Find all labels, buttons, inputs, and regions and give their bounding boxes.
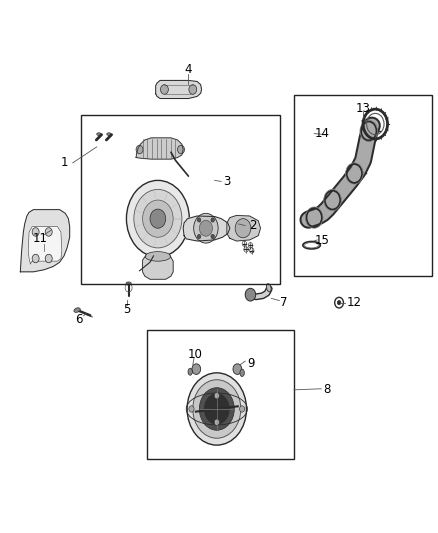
Polygon shape: [155, 80, 201, 99]
Circle shape: [193, 379, 241, 438]
Ellipse shape: [107, 133, 111, 135]
Text: 3: 3: [223, 175, 231, 188]
Bar: [294, 95, 432, 276]
Circle shape: [32, 254, 39, 263]
Circle shape: [160, 85, 168, 94]
Circle shape: [32, 228, 39, 236]
Polygon shape: [20, 209, 70, 272]
Text: 14: 14: [314, 127, 329, 140]
Ellipse shape: [240, 369, 244, 376]
Circle shape: [214, 419, 219, 425]
Circle shape: [240, 406, 245, 412]
Text: 9: 9: [247, 357, 255, 370]
Circle shape: [45, 254, 52, 263]
Polygon shape: [136, 138, 183, 159]
Text: 11: 11: [32, 232, 47, 245]
Circle shape: [199, 220, 212, 236]
Polygon shape: [28, 227, 62, 264]
Circle shape: [199, 387, 234, 430]
Circle shape: [235, 219, 251, 238]
Circle shape: [189, 406, 194, 412]
Polygon shape: [183, 216, 230, 241]
Circle shape: [214, 392, 219, 399]
Ellipse shape: [145, 252, 170, 261]
Circle shape: [198, 218, 201, 222]
Circle shape: [233, 364, 242, 374]
Circle shape: [127, 180, 189, 257]
Text: 4: 4: [185, 63, 192, 76]
Bar: [81, 115, 280, 284]
Bar: [147, 330, 294, 459]
Polygon shape: [143, 256, 173, 279]
Text: 2: 2: [250, 219, 257, 232]
Circle shape: [198, 235, 201, 239]
Circle shape: [150, 209, 166, 228]
Circle shape: [204, 393, 230, 425]
Circle shape: [211, 235, 215, 239]
Ellipse shape: [74, 308, 80, 312]
Circle shape: [187, 373, 247, 445]
Circle shape: [143, 200, 173, 237]
Text: 10: 10: [187, 348, 202, 361]
Circle shape: [337, 301, 341, 305]
Circle shape: [189, 85, 197, 94]
Circle shape: [192, 364, 201, 374]
Circle shape: [194, 213, 218, 243]
Ellipse shape: [266, 284, 271, 292]
Text: 12: 12: [347, 296, 362, 309]
Text: 1: 1: [61, 156, 68, 169]
Text: 7: 7: [280, 296, 288, 309]
Ellipse shape: [97, 133, 101, 135]
Text: 13: 13: [356, 102, 371, 115]
Text: 8: 8: [323, 383, 330, 397]
Ellipse shape: [188, 368, 192, 375]
Text: 15: 15: [314, 235, 329, 247]
Circle shape: [177, 146, 184, 154]
Circle shape: [45, 228, 52, 236]
Ellipse shape: [126, 282, 131, 285]
Circle shape: [136, 146, 143, 154]
Circle shape: [134, 189, 182, 248]
Circle shape: [211, 218, 215, 222]
Polygon shape: [227, 215, 261, 241]
Text: 6: 6: [75, 313, 83, 326]
Circle shape: [245, 288, 256, 301]
Text: 5: 5: [124, 303, 131, 316]
